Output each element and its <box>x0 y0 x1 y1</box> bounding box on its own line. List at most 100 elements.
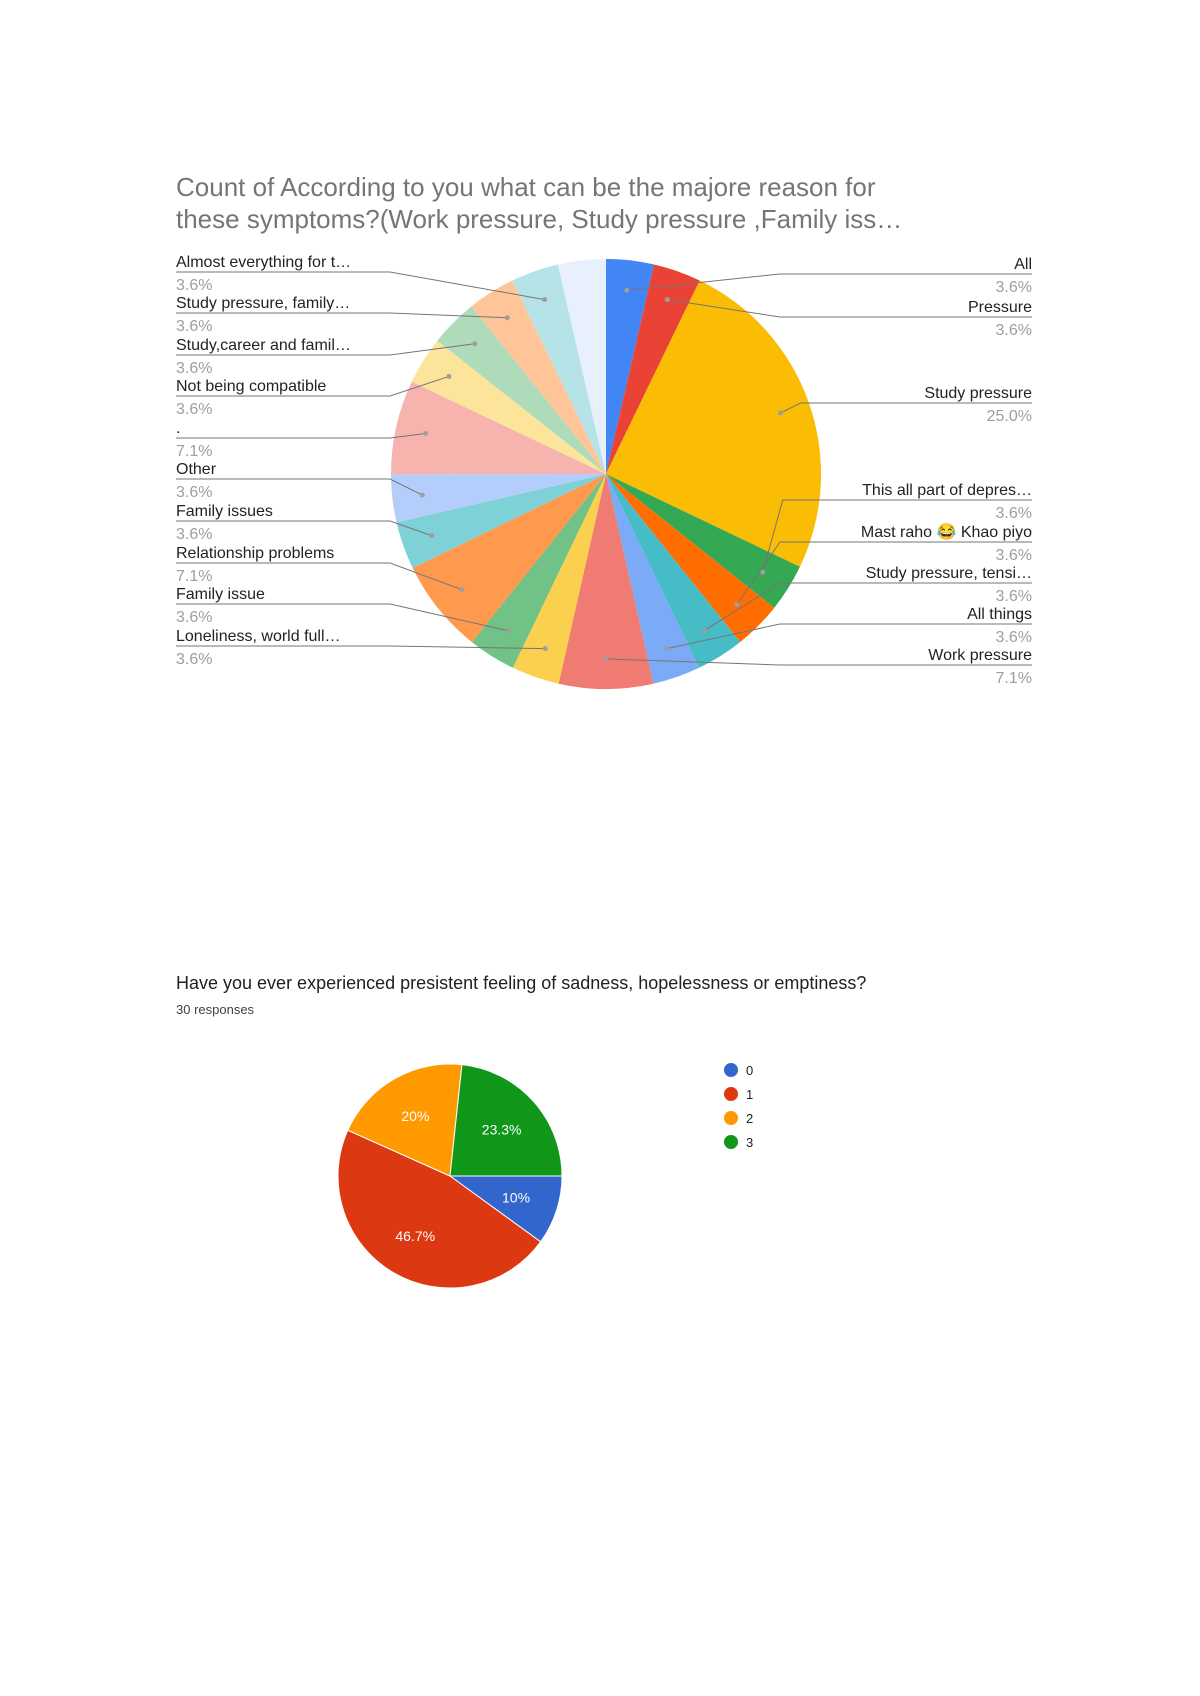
leader-line <box>176 603 508 632</box>
slice-percent: 3.6% <box>176 484 212 501</box>
slice-label: Loneliness, world full… <box>176 628 341 645</box>
slice-label: All <box>1014 256 1032 273</box>
leader-line <box>176 645 546 650</box>
pie-slice <box>557 259 606 474</box>
slice-label: Study pressure, tensi… <box>866 565 1032 582</box>
legend-label: 0 <box>746 1062 754 1078</box>
slice-percent: 3.6% <box>176 651 212 668</box>
chart2-slice-labels: 10% 46.7% 20% 23.3% <box>395 1108 530 1244</box>
leader-line <box>736 541 1032 605</box>
leader-dot <box>542 646 548 652</box>
leader-line <box>176 562 462 591</box>
pie-slice <box>606 264 700 474</box>
leader-line <box>176 478 423 496</box>
slice-percent: 3.6% <box>996 588 1032 605</box>
slice-label: Pressure <box>968 299 1032 316</box>
slice-label: Work pressure <box>928 647 1032 664</box>
slice-percent: 7.1% <box>176 443 212 460</box>
chart1-title-line2: these symptoms?(Work pressure, Study pre… <box>176 204 902 234</box>
leader-dot <box>423 431 429 437</box>
slice-label: Study,career and famil… <box>176 337 351 354</box>
slice-percent: 25.0% <box>987 408 1032 425</box>
chart2-slices <box>337 1063 563 1289</box>
leader-dot <box>603 656 609 662</box>
reasons-pie-chart: Count of According to you what can be th… <box>176 172 1032 689</box>
legend-swatch-3 <box>724 1135 738 1149</box>
leader-line <box>176 375 450 397</box>
slice-percent: 3.6% <box>176 360 212 377</box>
slice-label: This all part of depres… <box>862 482 1032 499</box>
slice-label: Mast raho 😂 Khao piyo <box>861 523 1032 541</box>
legend-item: 3 <box>724 1130 753 1154</box>
slice-percent: 3.6% <box>176 401 212 418</box>
pie-slice <box>606 474 700 684</box>
slice-label: Study pressure <box>924 385 1032 402</box>
leader-line <box>176 520 432 537</box>
leader-dot <box>734 602 740 608</box>
slice-percent: 7.1% <box>176 568 212 585</box>
leader-dot <box>701 628 707 634</box>
slice-percent: 3.6% <box>176 609 212 626</box>
legend-label: 3 <box>746 1134 754 1150</box>
slice-percent-label: 20% <box>401 1108 429 1124</box>
slice-percent-label: 46.7% <box>395 1228 435 1244</box>
leader-line <box>704 582 1032 632</box>
leader-dot <box>664 646 670 652</box>
leader-dot <box>429 533 435 539</box>
pie-slice <box>512 264 606 474</box>
legend-swatch-0 <box>724 1063 738 1077</box>
leader-line <box>780 402 1032 414</box>
leader-dot <box>760 569 766 575</box>
slice-percent: 3.6% <box>996 505 1032 522</box>
legend-label: 2 <box>746 1110 754 1126</box>
pie-slice <box>449 1064 563 1177</box>
slice-label: Family issues <box>176 503 273 520</box>
leader-line <box>666 623 1032 650</box>
leader-dot <box>624 287 630 293</box>
pie-slice <box>412 474 606 643</box>
leader-dot <box>446 373 452 379</box>
pie-slice <box>606 474 775 643</box>
slice-label: Study pressure, family… <box>176 295 350 312</box>
chart2-response-count: 30 responses <box>176 1002 255 1017</box>
pie-slice <box>391 381 606 475</box>
legend-item: 0 <box>724 1058 753 1082</box>
leader-dot <box>472 341 478 347</box>
pie-slice <box>347 1063 463 1177</box>
slice-percent: 7.1% <box>996 670 1032 687</box>
slice-label: . <box>176 420 180 437</box>
pie-slice <box>606 474 800 608</box>
legend-swatch-1 <box>724 1087 738 1101</box>
slice-label: Family issue <box>176 586 265 603</box>
slice-label: Almost everything for t… <box>176 254 351 271</box>
leader-line <box>762 499 1032 573</box>
pie-slice <box>606 280 821 567</box>
chart2-legend: 0 1 2 3 <box>724 1058 753 1154</box>
slice-percent-label: 10% <box>502 1189 530 1205</box>
pie-slice <box>471 474 606 668</box>
pie-slice <box>337 1129 542 1289</box>
chart1-labels: All 3.6% Pressure 3.6% Study pressure 25.0% Th… <box>176 254 1032 687</box>
leader-dot <box>664 297 670 303</box>
pie-slice <box>471 280 606 474</box>
pie-slice <box>606 474 741 668</box>
pie-slice <box>512 474 606 684</box>
slice-label: Other <box>176 461 217 478</box>
leader-line <box>176 271 545 301</box>
legend-item: 1 <box>724 1082 753 1106</box>
leader-line <box>176 343 475 356</box>
legend-swatch-2 <box>724 1111 738 1125</box>
leader-dot <box>505 628 511 634</box>
pie-slice <box>411 340 606 474</box>
slice-label: All things <box>967 606 1032 623</box>
chart1-slices <box>391 259 821 689</box>
leader-line <box>667 299 1032 318</box>
legend-item: 2 <box>724 1106 753 1130</box>
pie-slice <box>396 474 606 569</box>
legend-label: 1 <box>746 1086 754 1102</box>
slice-percent: 3.6% <box>996 547 1032 564</box>
leader-dot <box>459 587 465 593</box>
slice-percent: 3.6% <box>996 629 1032 646</box>
pie-slice <box>437 306 606 474</box>
